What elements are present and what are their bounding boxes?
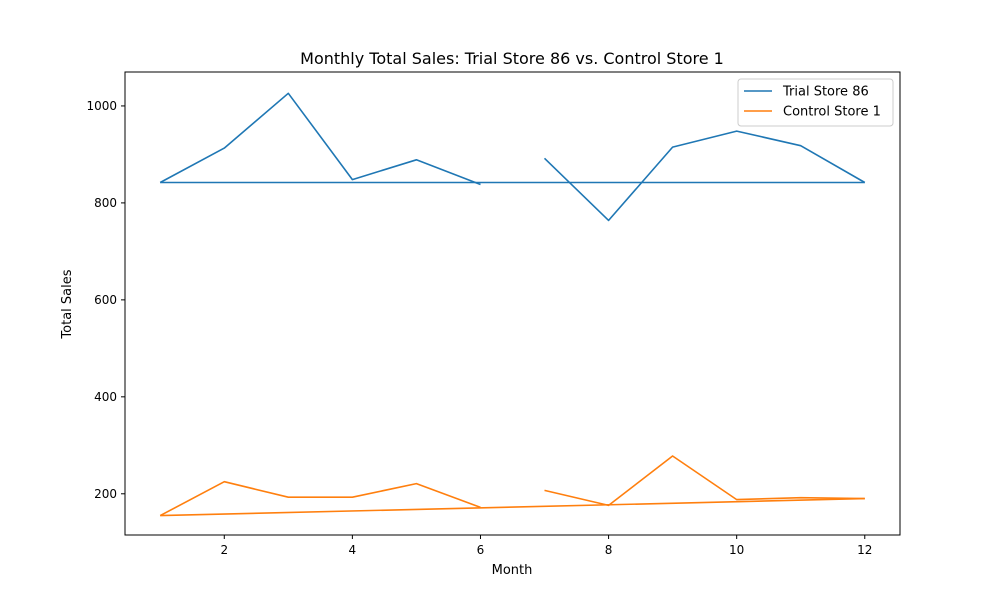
y-tick-label: 1000 bbox=[86, 99, 117, 113]
x-tick-label: 10 bbox=[729, 543, 744, 557]
y-tick-label: 600 bbox=[94, 293, 117, 307]
legend-label: Trial Store 86 bbox=[782, 85, 869, 100]
y-axis: 200 400 600 800 1000 bbox=[86, 99, 125, 501]
legend: Trial Store 86 Control Store 1 bbox=[737, 78, 894, 127]
x-tick-label: 8 bbox=[605, 543, 613, 557]
y-axis-label: Total Sales bbox=[60, 269, 75, 339]
series-line-0 bbox=[543, 130, 866, 222]
x-tick-label: 4 bbox=[349, 543, 357, 557]
y-tick-label: 800 bbox=[94, 196, 117, 210]
x-axis-label: Month bbox=[492, 563, 533, 578]
plot-area bbox=[159, 92, 866, 517]
series-line-1 bbox=[159, 480, 481, 517]
y-tick-label: 200 bbox=[94, 487, 117, 501]
series-line-1 bbox=[160, 497, 865, 517]
plot-frame bbox=[124, 71, 901, 536]
y-tick-label: 400 bbox=[94, 390, 117, 404]
x-tick-label: 6 bbox=[477, 543, 485, 557]
x-tick-label: 12 bbox=[857, 543, 872, 557]
series-line-1 bbox=[544, 455, 865, 507]
legend-label: Control Store 1 bbox=[783, 105, 881, 120]
x-axis: 2 4 6 8 10 12 bbox=[220, 535, 872, 557]
chart-title: Monthly Total Sales: Trial Store 86 vs. … bbox=[300, 49, 724, 68]
series-line-0 bbox=[159, 92, 481, 186]
x-tick-label: 2 bbox=[220, 543, 228, 557]
legend-box bbox=[737, 78, 894, 127]
